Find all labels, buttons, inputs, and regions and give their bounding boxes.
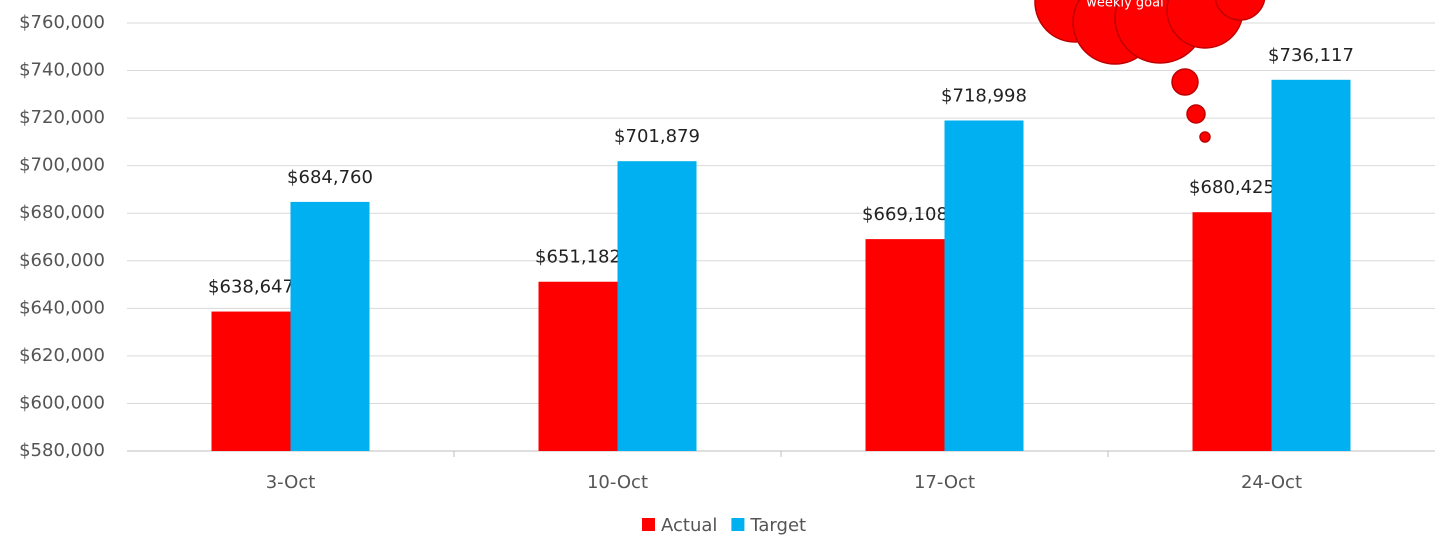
chart: $580,000 $600,000 $620,000 $640,000 $660,000… [0,0,1435,536]
data-label: $684,760 [287,167,373,188]
x-tick-label: 24-Oct [1241,472,1302,493]
x-tick-label: 3-Oct [266,472,316,493]
y-tick-label: $660,000 [19,250,105,271]
data-label: $651,182 [535,247,621,268]
x-tick-label: 17-Oct [914,472,975,493]
bar [539,282,618,451]
data-label: $718,998 [941,85,1027,106]
y-tick-label: $600,000 [19,392,105,413]
bar [866,239,945,451]
data-label: $669,108 [862,204,948,225]
y-tick-label: $620,000 [19,345,105,366]
annotation: weekly goal [1086,0,1163,11]
bar [945,120,1024,451]
x-tick-label: 10-Oct [587,472,648,493]
y-tick-label: $580,000 [19,440,105,461]
bar [212,312,291,451]
legend-label: Actual [661,515,717,536]
bar [1193,212,1272,451]
data-label: $736,117 [1268,45,1354,66]
bar [1272,80,1351,451]
data-label: $638,647 [208,277,294,298]
bar [291,202,370,451]
y-tick-label: $680,000 [19,202,105,223]
y-tick-label: $640,000 [19,297,105,318]
y-tick-label: $760,000 [19,12,105,33]
legend-label: Target [749,515,806,536]
data-label: $680,425 [1189,177,1275,198]
data-label: $701,879 [614,126,700,147]
y-tick-label: $720,000 [19,107,105,128]
legend-swatch [731,518,744,531]
legend-swatch [642,518,655,531]
y-tick-label: $740,000 [19,60,105,81]
y-tick-label: $700,000 [19,155,105,176]
bar [618,161,697,451]
